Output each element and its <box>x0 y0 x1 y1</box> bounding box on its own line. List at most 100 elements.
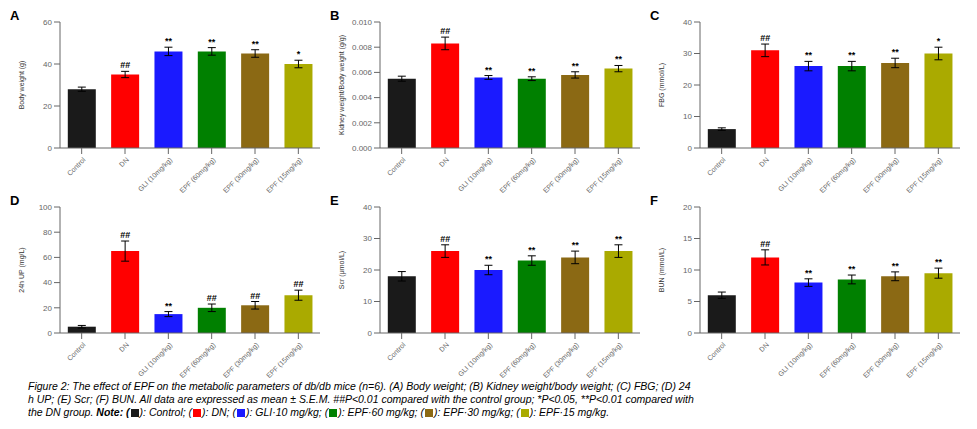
svg-text:Control: Control <box>386 156 407 177</box>
svg-text:EPF (60mg/kg): EPF (60mg/kg) <box>818 156 857 193</box>
svg-text:##: ## <box>760 239 770 249</box>
svg-text:**: ** <box>528 245 536 255</box>
svg-text:40: 40 <box>43 60 52 69</box>
svg-text:15: 15 <box>683 234 692 243</box>
svg-text:20: 20 <box>683 81 692 90</box>
svg-text:DN: DN <box>438 156 450 168</box>
svg-text:**: ** <box>892 261 900 271</box>
svg-text:EPF (60mg/kg): EPF (60mg/kg) <box>178 156 217 193</box>
svg-text:0: 0 <box>688 144 693 153</box>
svg-text:10: 10 <box>363 297 372 306</box>
svg-text:DN: DN <box>758 341 770 353</box>
svg-text:**: ** <box>485 254 493 264</box>
svg-text:FBG (mmol/L): FBG (mmol/L) <box>658 63 666 107</box>
svg-text:EPF (15mg/kg): EPF (15mg/kg) <box>905 341 944 378</box>
svg-text:##: ## <box>293 279 303 289</box>
svg-text:Kidney weight/Body weight (g/g: Kidney weight/Body weight (g/g) <box>338 35 346 135</box>
svg-text:DN: DN <box>118 341 130 353</box>
svg-text:24h UP (mg/L): 24h UP (mg/L) <box>18 247 26 292</box>
svg-text:EPF (60mg/kg): EPF (60mg/kg) <box>178 341 217 378</box>
svg-text:**: ** <box>165 301 173 311</box>
svg-text:**: ** <box>805 50 813 60</box>
svg-text:EPF (30mg/kg): EPF (30mg/kg) <box>862 341 901 378</box>
svg-text:EPF (15mg/kg): EPF (15mg/kg) <box>905 156 944 193</box>
svg-text:EPF (30mg/kg): EPF (30mg/kg) <box>222 156 261 193</box>
svg-text:**: ** <box>208 37 216 47</box>
svg-text:**: ** <box>935 257 943 267</box>
svg-text:##: ## <box>250 291 260 301</box>
svg-text:EPF (15mg/kg): EPF (15mg/kg) <box>265 341 304 378</box>
svg-text:GLI (10mg/kg): GLI (10mg/kg) <box>457 156 494 193</box>
svg-text:5: 5 <box>688 297 693 306</box>
svg-text:0: 0 <box>48 329 53 338</box>
svg-text:**: ** <box>892 47 900 57</box>
svg-text:EPF (15mg/kg): EPF (15mg/kg) <box>585 156 624 193</box>
svg-text:DN: DN <box>758 156 770 168</box>
svg-text:GLI (10mg/kg): GLI (10mg/kg) <box>457 341 494 378</box>
svg-text:0.002: 0.002 <box>352 119 373 128</box>
svg-text:10: 10 <box>683 266 692 275</box>
svg-text:20: 20 <box>683 203 692 212</box>
svg-text:20: 20 <box>363 266 372 275</box>
svg-text:0: 0 <box>48 144 53 153</box>
svg-text:**: ** <box>485 65 493 75</box>
svg-text:100: 100 <box>39 203 53 212</box>
svg-text:**: ** <box>848 264 856 274</box>
svg-text:*: * <box>937 36 941 46</box>
svg-text:GLI (10mg/kg): GLI (10mg/kg) <box>777 156 814 193</box>
svg-text:##: ## <box>440 26 450 36</box>
svg-text:60: 60 <box>43 253 52 262</box>
svg-text:BUN (mmol/L): BUN (mmol/L) <box>658 248 666 292</box>
svg-text:Control: Control <box>706 156 727 177</box>
svg-text:0.000: 0.000 <box>352 144 373 153</box>
svg-text:Control: Control <box>66 156 87 177</box>
svg-text:EPF (60mg/kg): EPF (60mg/kg) <box>498 341 537 378</box>
svg-text:0: 0 <box>368 329 373 338</box>
svg-text:Control: Control <box>706 341 727 362</box>
svg-text:##: ## <box>440 234 450 244</box>
svg-text:EPF (15mg/kg): EPF (15mg/kg) <box>585 341 624 378</box>
svg-text:##: ## <box>760 33 770 43</box>
svg-text:0: 0 <box>688 329 693 338</box>
svg-text:EPF (60mg/kg): EPF (60mg/kg) <box>818 341 857 378</box>
svg-text:DN: DN <box>118 156 130 168</box>
svg-text:GLI (10mg/kg): GLI (10mg/kg) <box>137 156 174 193</box>
svg-text:40: 40 <box>363 203 372 212</box>
svg-text:60: 60 <box>43 18 52 27</box>
svg-text:GLI (10mg/kg): GLI (10mg/kg) <box>777 341 814 378</box>
svg-text:EPF (60mg/kg): EPF (60mg/kg) <box>498 156 537 193</box>
svg-text:**: ** <box>572 240 580 250</box>
svg-text:**: ** <box>615 234 623 244</box>
svg-text:EPF (15mg/kg): EPF (15mg/kg) <box>265 156 304 193</box>
svg-text:0.010: 0.010 <box>352 18 373 27</box>
svg-text:**: ** <box>252 39 260 49</box>
svg-text:80: 80 <box>43 228 52 237</box>
svg-text:Control: Control <box>66 341 87 362</box>
svg-text:**: ** <box>528 66 536 76</box>
svg-text:0.008: 0.008 <box>352 43 373 52</box>
svg-text:DN: DN <box>438 341 450 353</box>
svg-text:40: 40 <box>43 278 52 287</box>
svg-text:**: ** <box>848 50 856 60</box>
svg-text:*: * <box>297 49 301 59</box>
svg-text:30: 30 <box>363 234 372 243</box>
svg-text:Control: Control <box>386 341 407 362</box>
svg-text:**: ** <box>165 36 173 46</box>
svg-text:**: ** <box>615 54 623 64</box>
svg-text:##: ## <box>207 293 217 303</box>
svg-text:**: ** <box>572 61 580 71</box>
svg-text:10: 10 <box>683 112 692 121</box>
svg-text:EPF (30mg/kg): EPF (30mg/kg) <box>542 341 581 378</box>
svg-text:40: 40 <box>683 18 692 27</box>
svg-text:##: ## <box>120 60 130 70</box>
svg-text:EPF (30mg/kg): EPF (30mg/kg) <box>862 156 901 193</box>
svg-text:20: 20 <box>43 304 52 313</box>
svg-text:**: ** <box>805 268 813 278</box>
svg-text:Body weight (g): Body weight (g) <box>18 61 26 110</box>
svg-text:GLI (10mg/kg): GLI (10mg/kg) <box>137 341 174 378</box>
svg-text:##: ## <box>120 230 130 240</box>
svg-text:0.006: 0.006 <box>352 68 373 77</box>
svg-text:20: 20 <box>43 102 52 111</box>
svg-text:EPF (30mg/kg): EPF (30mg/kg) <box>542 156 581 193</box>
svg-text:30: 30 <box>683 49 692 58</box>
